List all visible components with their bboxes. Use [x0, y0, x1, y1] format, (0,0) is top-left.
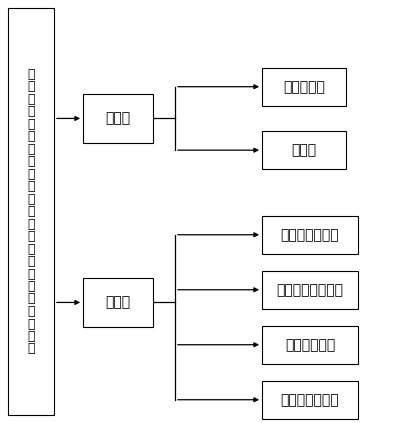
Text: 低排放: 低排放: [292, 143, 316, 157]
Text: 功率平衡约束: 功率平衡约束: [285, 338, 335, 352]
Text: 低发电成本: 低发电成本: [283, 80, 325, 94]
FancyBboxPatch shape: [262, 381, 358, 419]
FancyBboxPatch shape: [262, 271, 358, 309]
FancyBboxPatch shape: [83, 94, 153, 143]
FancyBboxPatch shape: [262, 216, 358, 254]
Text: 发电机容量约束: 发电机容量约束: [281, 393, 339, 407]
Text: 燃
气
蒸
汽
联
合
循
环
发
电
机
组
多
目
标
、
多
约
束
优
化
调
度: 燃 气 蒸 汽 联 合 循 环 发 电 机 组 多 目 标 、 多 约 束 优 …: [27, 68, 35, 355]
FancyBboxPatch shape: [83, 278, 153, 327]
FancyBboxPatch shape: [262, 68, 346, 106]
FancyBboxPatch shape: [262, 326, 358, 364]
Text: 天然气供给约束: 天然气供给约束: [281, 228, 339, 242]
FancyBboxPatch shape: [8, 8, 54, 415]
FancyBboxPatch shape: [262, 131, 346, 169]
Text: 考虑滚动检修策略: 考虑滚动检修策略: [276, 283, 344, 297]
Text: 多约束: 多约束: [106, 295, 130, 310]
Text: 多目标: 多目标: [106, 111, 130, 126]
